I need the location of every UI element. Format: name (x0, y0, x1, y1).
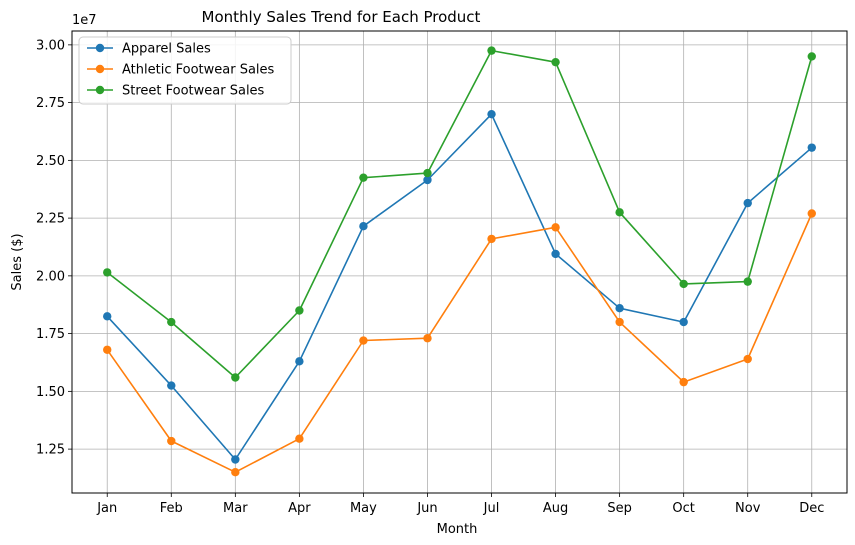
data-point (679, 279, 688, 289)
legend-box (78, 36, 292, 105)
legend-marker (95, 43, 105, 53)
data-point (423, 175, 432, 185)
x-tick-label: Jul (483, 501, 500, 516)
y-tick-label: 2.75 (36, 96, 65, 111)
x-tick-label: Jan (96, 501, 117, 516)
data-point (615, 208, 624, 217)
data-point (231, 455, 240, 464)
y-tick-label: 2.25 (36, 212, 65, 227)
data-point (679, 317, 688, 327)
y-tick-label: 2.50 (36, 154, 65, 169)
data-point (103, 345, 112, 354)
series-line-2 (106, 49, 813, 379)
y-axis-ticks: 1.25 1.50 1.75 2.00 2.25 2.50 2.75 3.00 (36, 38, 72, 458)
data-point (615, 304, 624, 313)
x-tick-label: Aug (543, 501, 568, 516)
data-point (167, 381, 176, 390)
legend: Apparel Sales Athletic Footwear Sales Stre… (78, 36, 292, 105)
legend-marker (95, 64, 105, 74)
data-point (359, 173, 368, 182)
data-point (551, 223, 560, 232)
data-point (487, 234, 496, 244)
y-tick-label: 1.50 (36, 385, 65, 400)
y-axis-offset-label: 1e7 (72, 13, 97, 28)
series-line-0 (106, 113, 813, 461)
data-point (743, 354, 752, 364)
data-point (423, 334, 432, 343)
legend-label: Street Footwear Sales (122, 84, 265, 99)
data-point (551, 57, 560, 67)
x-tick-label: May (350, 501, 377, 516)
data-point (551, 249, 560, 259)
data-point (615, 317, 624, 327)
data-point (743, 198, 752, 208)
data-point (231, 468, 240, 477)
x-tick-label: Nov (735, 501, 761, 516)
legend-marker (95, 85, 105, 95)
legend-label: Apparel Sales (122, 42, 211, 57)
series-layer (103, 46, 816, 477)
data-point (103, 268, 112, 277)
y-tick-label: 1.75 (36, 327, 65, 342)
plot-frame (71, 30, 848, 494)
data-point (807, 209, 816, 218)
x-tick-label: Jun (416, 501, 437, 516)
x-tick-label: Feb (160, 501, 183, 516)
series-line-1 (106, 213, 813, 474)
data-point (103, 312, 112, 321)
data-point (359, 221, 368, 231)
data-point (167, 317, 176, 327)
x-axis-ticks: Jan Feb Mar Apr May Jun Jul Aug Sep Oct Nov Dec (96, 493, 824, 516)
data-point (359, 336, 368, 345)
grid-lines (72, 31, 847, 493)
data-point (807, 143, 816, 152)
data-point (295, 357, 304, 366)
y-tick-label: 3.00 (36, 38, 65, 53)
data-point (679, 377, 688, 387)
x-tick-label: Sep (607, 501, 632, 516)
data-point (295, 434, 304, 443)
data-point (423, 168, 432, 178)
x-tick-label: Apr (288, 501, 311, 516)
chart-title: Monthly Sales Trend for Each Product (202, 8, 481, 26)
x-tick-label: Mar (223, 501, 248, 516)
data-point (167, 436, 176, 446)
data-point (487, 109, 496, 119)
y-tick-label: 2.00 (36, 269, 65, 284)
x-axis-label: Month (437, 522, 478, 537)
data-point (487, 46, 496, 55)
legend-label: Athletic Footwear Sales (122, 63, 275, 78)
data-point (743, 277, 752, 286)
y-axis-label: Sales ($) (10, 233, 25, 290)
x-tick-label: Dec (799, 501, 824, 516)
y-tick-label: 1.25 (36, 443, 65, 458)
x-tick-label: Oct (672, 501, 694, 516)
data-point (231, 373, 240, 382)
data-point (295, 306, 304, 315)
data-point (807, 52, 816, 61)
